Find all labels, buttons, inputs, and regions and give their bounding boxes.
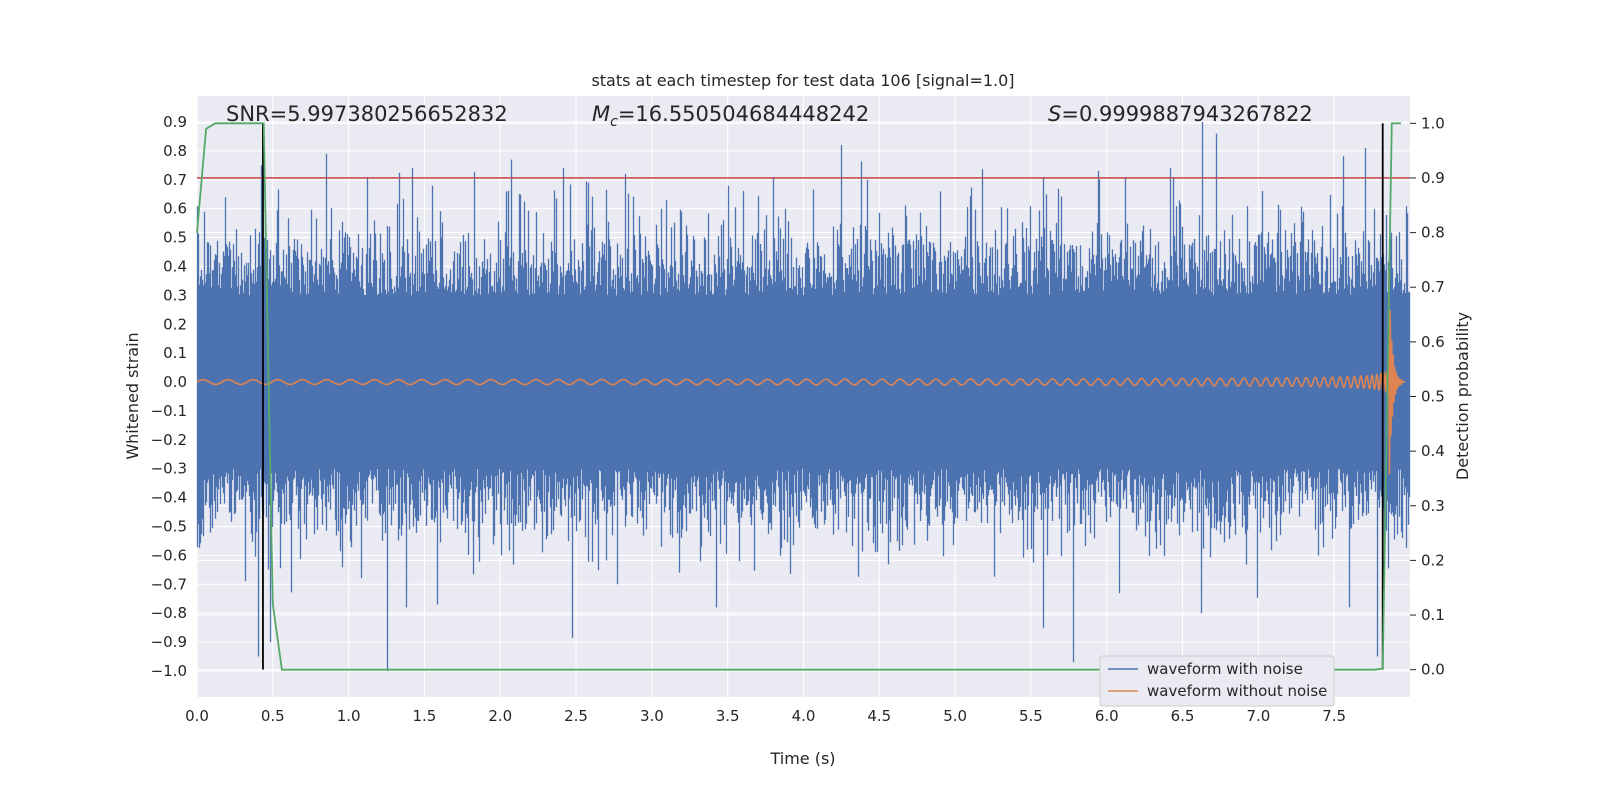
y-tick-label-right: 1.0 bbox=[1421, 114, 1445, 132]
x-tick-label: 7.5 bbox=[1322, 707, 1346, 725]
y-tick-label-left: 0.5 bbox=[163, 229, 187, 247]
y-tick-label-left: −0.3 bbox=[151, 460, 187, 478]
y-tick-label-left: 0.3 bbox=[163, 286, 187, 304]
y-tick-label-right: 0.9 bbox=[1421, 169, 1445, 187]
y-tick-label-left: −1.0 bbox=[151, 662, 187, 680]
x-tick-label: 3.0 bbox=[640, 707, 664, 725]
y-tick-label-left: −0.2 bbox=[151, 431, 187, 449]
x-tick-label: 2.5 bbox=[564, 707, 588, 725]
y-tick-label-left: −0.4 bbox=[151, 489, 187, 507]
y-tick-label-right: 0.3 bbox=[1421, 497, 1445, 515]
y-tick-label-right: 0.1 bbox=[1421, 606, 1445, 624]
y-tick-label-right: 0.0 bbox=[1421, 661, 1445, 679]
y-tick-label-left: 0.7 bbox=[163, 171, 187, 189]
statistic-value: =0.9999887943267822 bbox=[1061, 102, 1312, 126]
y-axis-label-left: Whitened strain bbox=[123, 332, 142, 459]
chirp-mass-value: =16.550504684448242 bbox=[618, 102, 869, 126]
x-tick-label: 0.5 bbox=[261, 707, 285, 725]
x-tick-label: 1.5 bbox=[413, 707, 437, 725]
legend-frame bbox=[1099, 655, 1335, 707]
chart-title: stats at each timestep for test data 106… bbox=[591, 71, 1014, 90]
x-tick-label: 4.5 bbox=[867, 707, 891, 725]
y-tick-label-right: 0.5 bbox=[1421, 388, 1445, 406]
chirp-mass-subscript: c bbox=[610, 114, 618, 130]
y-tick-label-right: 0.4 bbox=[1421, 442, 1445, 460]
y-tick-label-left: −0.5 bbox=[151, 518, 187, 536]
chirp-mass-annotation: Mc=16.550504684448242 bbox=[592, 102, 869, 130]
statistic-symbol: S bbox=[1048, 102, 1061, 126]
x-tick-label: 1.0 bbox=[337, 707, 361, 725]
x-tick-label: 3.5 bbox=[716, 707, 740, 725]
x-tick-label: 6.5 bbox=[1171, 707, 1195, 725]
x-tick-label: 7.0 bbox=[1246, 707, 1270, 725]
y-tick-label-right: 0.6 bbox=[1421, 333, 1445, 351]
y-tick-label-left: 0.0 bbox=[163, 373, 187, 391]
series-waveform-without-noise bbox=[196, 270, 1406, 475]
y-tick-label-right: 0.8 bbox=[1421, 224, 1445, 242]
x-tick-label: 6.0 bbox=[1095, 707, 1119, 725]
chirp-mass-symbol: M bbox=[592, 102, 610, 126]
series-detection-probability bbox=[196, 122, 1401, 671]
statistic-annotation: S=0.9999887943267822 bbox=[1048, 102, 1313, 126]
y-tick-label-left: 0.4 bbox=[163, 257, 187, 275]
y-tick-label-left: 0.8 bbox=[163, 142, 187, 160]
y-tick-label-left: 0.9 bbox=[163, 113, 187, 131]
series-waveform-with-noise bbox=[196, 122, 1411, 671]
legend-label-noise: waveform with noise bbox=[1147, 660, 1303, 678]
x-tick-label: 2.0 bbox=[488, 707, 512, 725]
legend: waveform with noise waveform without noi… bbox=[1099, 655, 1335, 707]
x-tick-label: 4.0 bbox=[792, 707, 816, 725]
x-tick-label: 5.0 bbox=[943, 707, 967, 725]
y-tick-label-left: −0.8 bbox=[151, 604, 187, 622]
snr-annotation: SNR=5.997380256652832 bbox=[226, 102, 508, 126]
y-tick-label-left: −0.6 bbox=[151, 546, 187, 564]
y-tick-label-left: −0.7 bbox=[151, 575, 187, 593]
y-tick-label-left: −0.1 bbox=[151, 402, 187, 420]
x-tick-label: 0.0 bbox=[185, 707, 209, 725]
y-tick-label-left: 0.1 bbox=[163, 344, 187, 362]
x-tick-label: 5.5 bbox=[1019, 707, 1043, 725]
y-tick-label-left: 0.2 bbox=[163, 315, 187, 333]
y-tick-label-left: 0.6 bbox=[163, 200, 187, 218]
legend-label-clean: waveform without noise bbox=[1147, 682, 1327, 700]
y-axis-label-right: Detection probability bbox=[1453, 312, 1472, 480]
y-tick-label-right: 0.2 bbox=[1421, 551, 1445, 569]
y-tick-label-right: 0.7 bbox=[1421, 278, 1445, 296]
x-axis-label: Time (s) bbox=[769, 749, 835, 768]
y-tick-label-left: −0.9 bbox=[151, 633, 187, 651]
